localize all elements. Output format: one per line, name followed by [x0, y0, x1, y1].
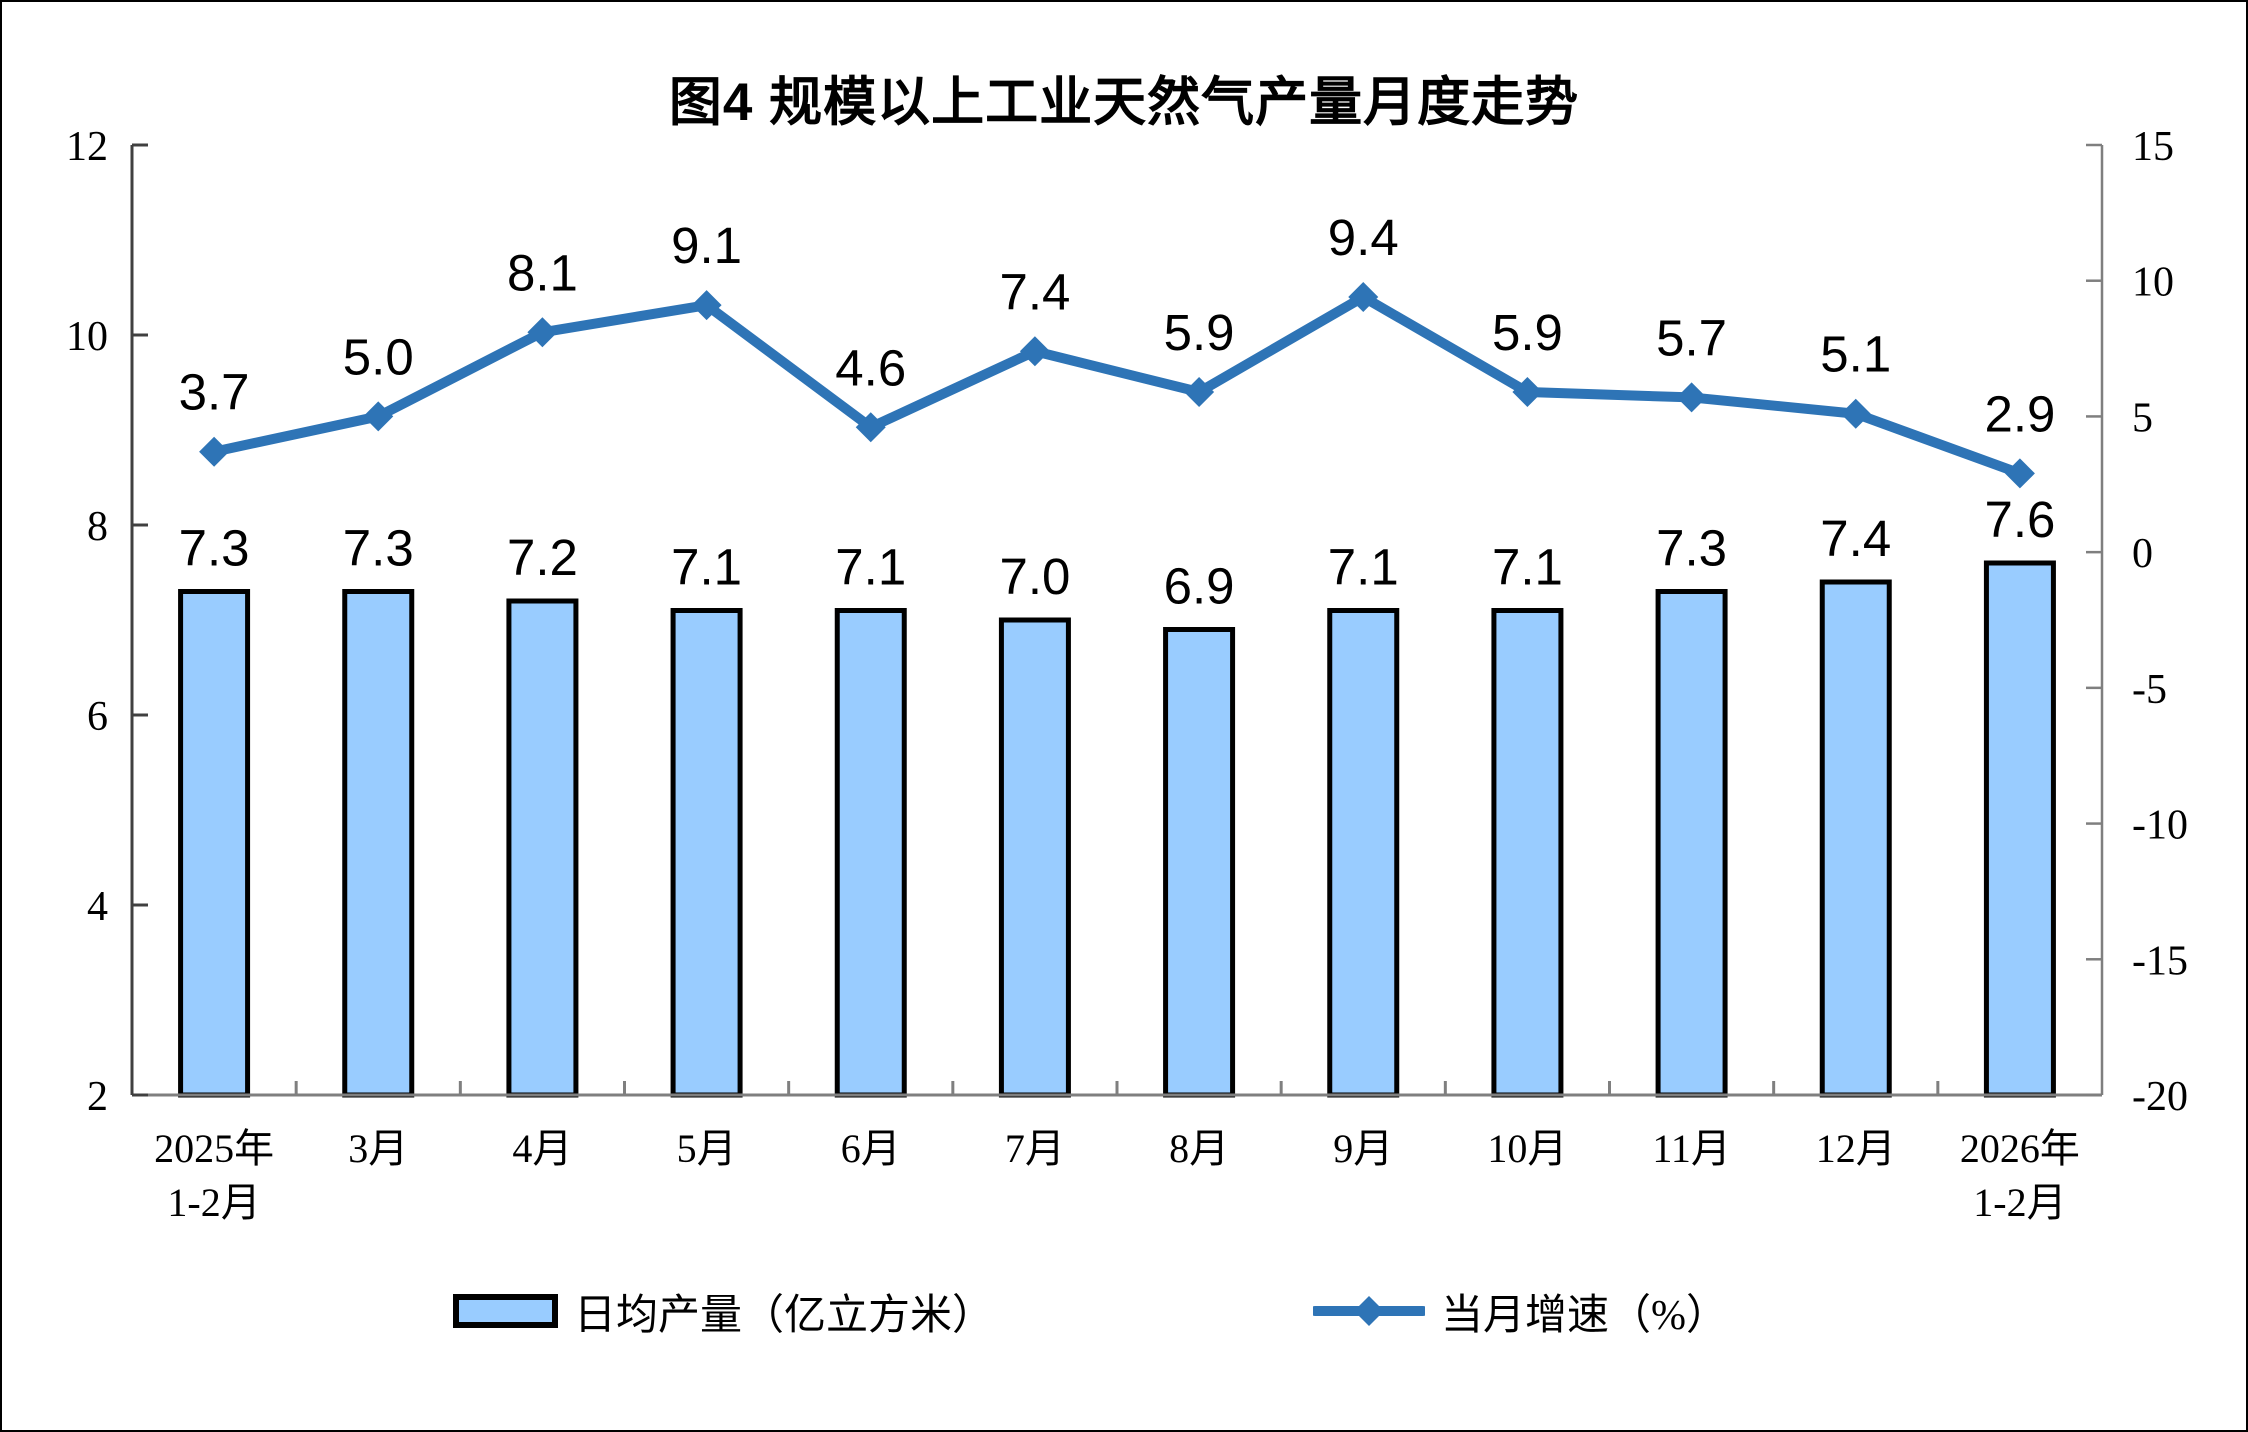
bar [1655, 589, 1728, 1098]
left-axis-tick-label: 8 [87, 504, 108, 550]
x-category-label: 4月 [512, 1126, 572, 1171]
line-point-marker-icon [1512, 377, 1543, 407]
line-value-label: 5.7 [1656, 309, 1727, 366]
x-category-label: 7月 [1005, 1126, 1065, 1171]
bar [1983, 560, 2056, 1098]
x-category-label: 10月 [1487, 1126, 1567, 1171]
right-axis-tick-label: -5 [2132, 667, 2167, 713]
left-axis-tick-label: 4 [87, 884, 108, 930]
right-axis-tick-label: 0 [2132, 531, 2153, 577]
line-series-path [209, 292, 2025, 479]
line-value-label: 9.1 [671, 217, 742, 274]
x-category-label: 2025年 [154, 1126, 274, 1171]
line-series-legend-label: 当月增速（%） [1441, 1292, 1728, 1339]
line-point-marker-icon [527, 317, 558, 348]
x-category-label: 8月 [1169, 1126, 1229, 1171]
bar-value-label: 7.0 [999, 548, 1070, 605]
left-axis-tick-label: 10 [66, 314, 108, 360]
right-axis-tick-label: 15 [2132, 124, 2174, 170]
line-value-label: 5.1 [1820, 326, 1891, 383]
line-point-marker-icon [363, 401, 394, 432]
line-point-marker-icon [1348, 282, 1379, 312]
legend-item-bars: 日均产量（亿立方米） [453, 1285, 994, 1339]
bar [506, 598, 579, 1098]
line-point-marker-icon [199, 436, 230, 467]
bar-value-label: 7.3 [179, 520, 250, 577]
right-axis-tick-label: -15 [2132, 938, 2188, 984]
line-point-marker-icon [691, 290, 722, 321]
bar [1163, 627, 1236, 1098]
bar-value-label: 7.1 [1328, 539, 1399, 596]
line-value-label: 8.1 [507, 244, 578, 301]
line-point-marker-icon [1676, 382, 1707, 413]
bar-series-legend-label: 日均产量（亿立方米） [574, 1292, 995, 1339]
bar-value-label: 7.3 [343, 520, 414, 577]
line-value-label: 2.9 [1984, 385, 2055, 442]
line-point-marker-icon [1840, 398, 1871, 429]
x-category-label: 6月 [841, 1126, 901, 1171]
bar [834, 608, 907, 1098]
right-axis-tick-label: -10 [2132, 803, 2188, 849]
line-point-marker-icon [2004, 458, 2035, 489]
x-category-label: 1-2月 [1973, 1180, 2066, 1225]
line-swatch-diamond-icon [1354, 1296, 1384, 1326]
bar-value-label: 7.1 [835, 539, 906, 596]
x-category-label: 2026年 [1960, 1126, 2080, 1171]
bar [1327, 608, 1400, 1098]
bar-value-label: 7.6 [1984, 491, 2055, 548]
x-category-label: 1-2月 [167, 1180, 260, 1225]
line-point-marker-icon [1184, 377, 1215, 407]
bar [670, 608, 743, 1098]
left-axis-tick-label: 2 [87, 1074, 108, 1120]
x-category-label: 5月 [677, 1126, 737, 1171]
bar [998, 617, 1071, 1098]
line-point-marker-icon [855, 412, 886, 443]
bar [1491, 608, 1564, 1098]
line-series-swatch [1313, 1296, 1425, 1326]
line-value-label: 9.4 [1328, 209, 1399, 266]
line-value-label: 3.7 [179, 364, 250, 421]
x-category-label: 12月 [1816, 1126, 1896, 1171]
line-point-marker-icon [1019, 336, 1050, 367]
bar-value-label: 7.2 [507, 529, 578, 586]
right-axis-tick-label: 5 [2132, 395, 2153, 441]
bar [1819, 579, 1892, 1098]
left-axis-tick-label: 12 [66, 124, 108, 170]
bar [178, 589, 251, 1098]
bar-value-label: 7.3 [1656, 520, 1727, 577]
line-value-label: 5.0 [343, 328, 414, 385]
bar-value-label: 7.4 [1820, 510, 1891, 567]
bar-series-swatch [453, 1294, 558, 1328]
bar-value-label: 6.9 [1164, 558, 1235, 615]
chart-title: 图4 规模以上工业天然气产量月度走势 [668, 73, 1580, 132]
line-value-label: 5.9 [1164, 304, 1235, 361]
x-category-label: 9月 [1333, 1126, 1393, 1171]
bar-value-label: 7.1 [671, 539, 742, 596]
right-axis-tick-label: -20 [2132, 1074, 2188, 1120]
left-axis-tick-label: 6 [87, 694, 108, 740]
line-value-label: 5.9 [1492, 304, 1563, 361]
bar [342, 589, 415, 1098]
line-value-label: 4.6 [835, 339, 906, 396]
x-category-label: 11月 [1652, 1126, 1731, 1171]
right-axis-tick-label: 10 [2132, 260, 2174, 306]
x-category-label: 3月 [348, 1126, 408, 1171]
legend-item-line: 当月增速（%） [1313, 1285, 1728, 1339]
bar-value-label: 7.1 [1492, 539, 1563, 596]
line-value-label: 7.4 [999, 263, 1070, 320]
